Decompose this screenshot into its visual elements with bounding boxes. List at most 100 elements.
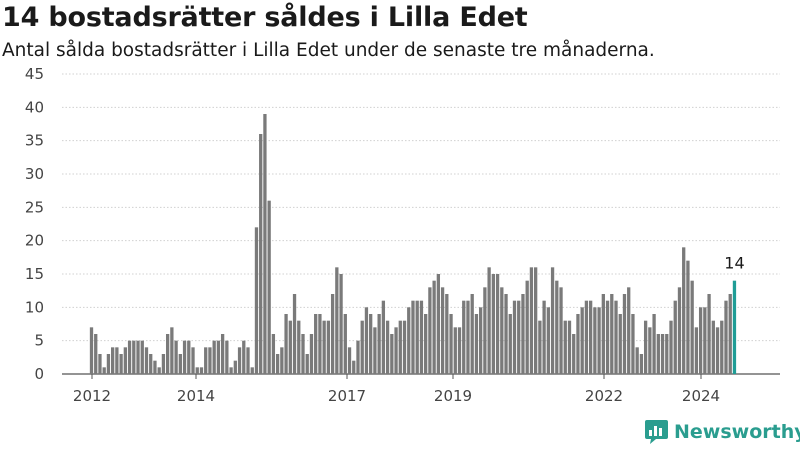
bar [123,347,127,374]
y-tick-label: 25 [25,198,44,216]
bar [335,267,339,374]
x-tick-label: 2022 [585,387,623,405]
bar [233,360,237,374]
bar [559,287,563,374]
bar [682,247,686,374]
y-tick-label: 45 [25,65,44,83]
bar [246,347,250,374]
bar [572,334,576,374]
bar [495,274,500,374]
y-tick-label: 15 [25,265,44,283]
bar [457,327,462,374]
bar [182,340,187,374]
bar [314,314,318,374]
bar [652,314,656,374]
bar [292,294,297,374]
bar [508,314,512,374]
bar [500,287,504,374]
y-tick-label: 35 [25,132,44,150]
y-tick-label: 5 [34,332,44,350]
bar [711,320,715,374]
bar [127,340,132,374]
bar [229,367,233,374]
bar [525,280,529,374]
bar [322,320,326,374]
bar [225,340,229,374]
bar [462,300,466,374]
bar [149,354,153,374]
bar [373,327,377,374]
bar [415,300,419,374]
bar [352,360,356,374]
bar [212,340,216,374]
bar [622,294,627,374]
bar [390,334,394,374]
bar [288,320,292,374]
bar [271,334,276,374]
bar [161,354,166,374]
bar [436,274,441,374]
bar [153,360,157,374]
bar [627,287,631,374]
bar [580,307,584,374]
bar [720,320,724,374]
bar [643,320,648,374]
bar [343,314,347,374]
bar [576,314,580,374]
bar [521,294,525,374]
bar [297,320,301,374]
bar [474,314,479,374]
bar [89,327,94,374]
bar [491,274,495,374]
bar [385,320,390,374]
bar [563,320,567,374]
bar [326,320,331,374]
bar [94,334,98,374]
bar [216,340,221,374]
bar [542,300,546,374]
x-axis: 2012 2014 2017 2019 2022 2024 [73,374,720,405]
bar [407,307,411,374]
bars [89,114,737,374]
bar [398,320,402,374]
bar [466,300,470,374]
x-tick-label: 2024 [682,387,720,405]
bar [694,327,699,374]
bar [199,367,204,374]
bar [381,300,386,374]
bar [567,320,572,374]
bar [424,314,428,374]
bar [432,280,436,374]
bar [449,314,453,374]
bar [174,340,178,374]
bar [686,260,690,374]
bar [698,307,703,374]
bar [724,300,728,374]
bar [588,300,593,374]
bar [593,307,597,374]
bar [483,287,487,374]
bar [703,307,707,374]
bar [111,347,115,374]
bar [195,367,199,374]
bar [550,267,555,374]
bar [280,347,284,374]
bar [369,314,373,374]
y-tick-label: 0 [34,365,44,383]
bar-highlight [732,280,737,374]
bar [318,314,322,374]
y-axis: 0 5 10 15 20 25 30 35 40 45 [25,65,44,383]
bar [263,114,267,374]
bar [677,287,682,374]
bar [660,334,665,374]
bar [204,347,208,374]
bar [356,340,360,374]
bar [170,327,174,374]
bar [445,294,449,374]
bar [715,327,720,374]
chart-subtitle: Antal sålda bostadsrätter i Lilla Edet u… [2,40,655,61]
bar [610,294,614,374]
bar [119,354,123,374]
newsworthy-logo: Newsworthy [644,419,800,444]
bar [631,314,635,374]
